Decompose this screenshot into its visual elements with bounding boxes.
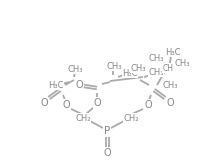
Text: CH₃: CH₃ <box>67 64 83 73</box>
Text: CH₃: CH₃ <box>174 58 190 67</box>
Text: CH: CH <box>163 63 174 72</box>
Text: O: O <box>40 98 48 108</box>
Text: H₃C: H₃C <box>122 68 138 77</box>
Text: CH₃: CH₃ <box>130 63 146 72</box>
Text: H₃C: H₃C <box>48 80 64 90</box>
Text: CH₃: CH₃ <box>162 80 178 90</box>
Text: O: O <box>103 148 111 158</box>
Text: O: O <box>166 98 174 108</box>
Text: O: O <box>93 98 101 108</box>
Text: CH₃: CH₃ <box>148 67 164 76</box>
Text: O: O <box>75 80 83 90</box>
Text: CH₃: CH₃ <box>106 61 122 70</box>
Text: H₃C: H₃C <box>165 47 181 56</box>
Text: CH₂: CH₂ <box>75 114 91 123</box>
Text: CH₃: CH₃ <box>148 53 164 62</box>
Text: O: O <box>62 100 70 110</box>
Text: CH₂: CH₂ <box>123 114 139 123</box>
Text: O: O <box>144 100 152 110</box>
Text: P: P <box>104 126 110 136</box>
